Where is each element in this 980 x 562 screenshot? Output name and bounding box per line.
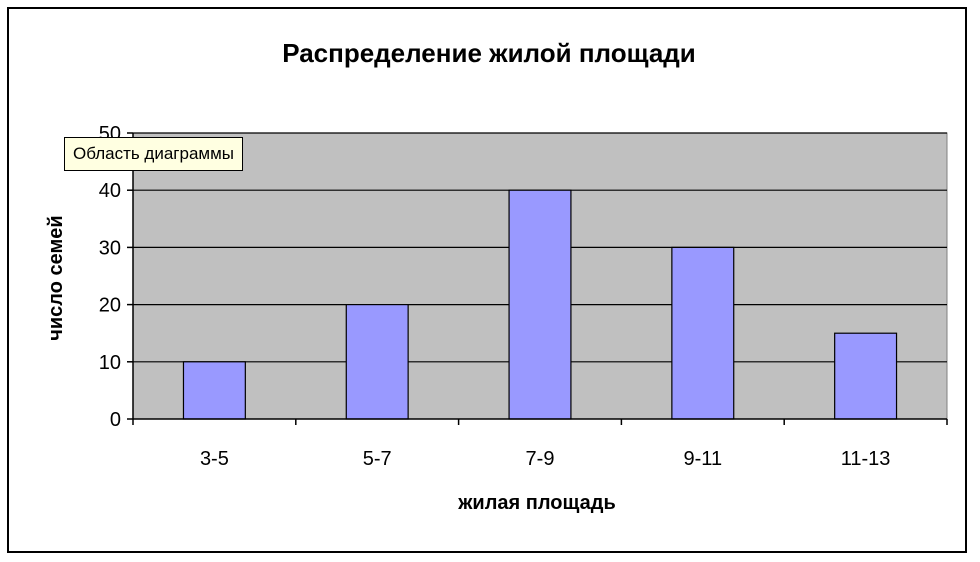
x-tick-label: 5-7 bbox=[363, 448, 392, 470]
bar-11-13[interactable] bbox=[834, 332, 898, 420]
bar-9-11[interactable] bbox=[671, 246, 735, 420]
y-tick-label: 0 bbox=[110, 409, 121, 431]
x-axis-title: жилая площадь bbox=[457, 492, 616, 514]
y-tick-label: 20 bbox=[99, 295, 121, 317]
bar-5-7[interactable] bbox=[345, 304, 409, 420]
bar-7-9[interactable] bbox=[508, 189, 572, 420]
bar-3-5[interactable] bbox=[182, 361, 246, 420]
y-axis-title: число семей bbox=[45, 215, 67, 340]
x-tick-label: 7-9 bbox=[526, 448, 555, 470]
chart-area-tooltip: Область диаграммы bbox=[64, 137, 244, 171]
y-tick-label: 30 bbox=[99, 237, 121, 259]
x-tick-label: 9-11 bbox=[684, 448, 723, 470]
x-tick-label: 3-5 bbox=[200, 448, 229, 470]
bars bbox=[182, 189, 898, 420]
chart-title: Распределение жилой площади bbox=[282, 38, 696, 68]
x-tick-labels: 3-5 5-7 7-9 9-11 11-13 bbox=[200, 448, 890, 470]
y-tick-label: 10 bbox=[99, 352, 121, 374]
x-tick-label: 11-13 bbox=[841, 448, 891, 470]
axes bbox=[127, 132, 948, 425]
y-tick-label: 40 bbox=[99, 180, 121, 202]
